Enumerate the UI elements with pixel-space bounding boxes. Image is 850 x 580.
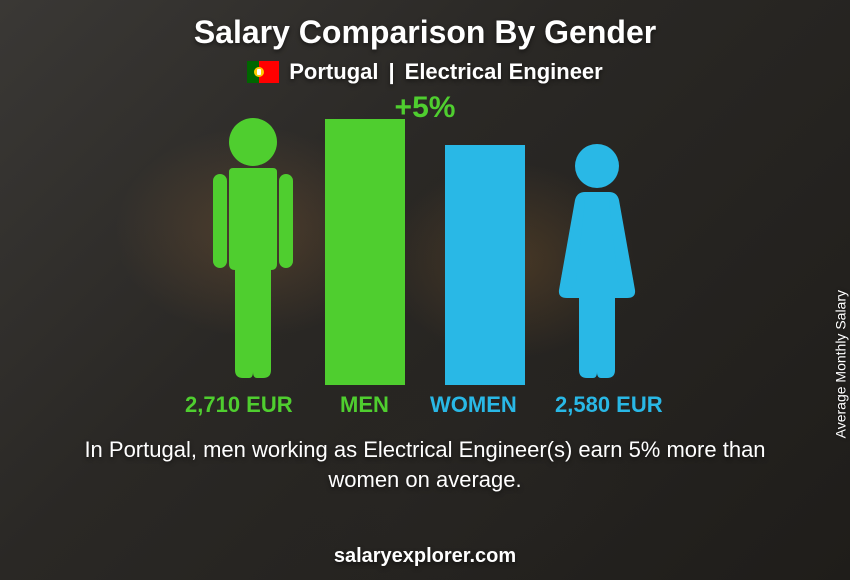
main-title: Salary Comparison By Gender	[194, 14, 656, 51]
summary-text: In Portugal, men working as Electrical E…	[55, 435, 795, 494]
men-label: MEN	[340, 392, 389, 418]
y-axis-label: Average Monthly Salary	[832, 290, 848, 438]
women-label: WOMEN	[430, 392, 517, 418]
bar-women	[445, 145, 525, 385]
chart-area: +5%	[145, 91, 705, 421]
bar-men	[325, 119, 405, 385]
women-salary-value: 2,580 EUR	[555, 392, 663, 418]
portugal-flag-icon	[247, 61, 279, 83]
men-salary-value: 2,710 EUR	[185, 392, 293, 418]
subtitle-row: Portugal | Electrical Engineer	[247, 59, 602, 85]
country-label: Portugal	[289, 59, 378, 85]
female-icon	[537, 140, 657, 385]
footer-source: salaryexplorer.com	[0, 545, 850, 568]
role-label: Electrical Engineer	[405, 59, 603, 85]
separator: |	[388, 59, 394, 85]
content-container: Salary Comparison By Gender Portugal | E…	[0, 0, 850, 580]
label-row: 2,710 EUR MEN WOMEN 2,580 EUR	[145, 389, 705, 421]
male-icon	[193, 114, 313, 385]
